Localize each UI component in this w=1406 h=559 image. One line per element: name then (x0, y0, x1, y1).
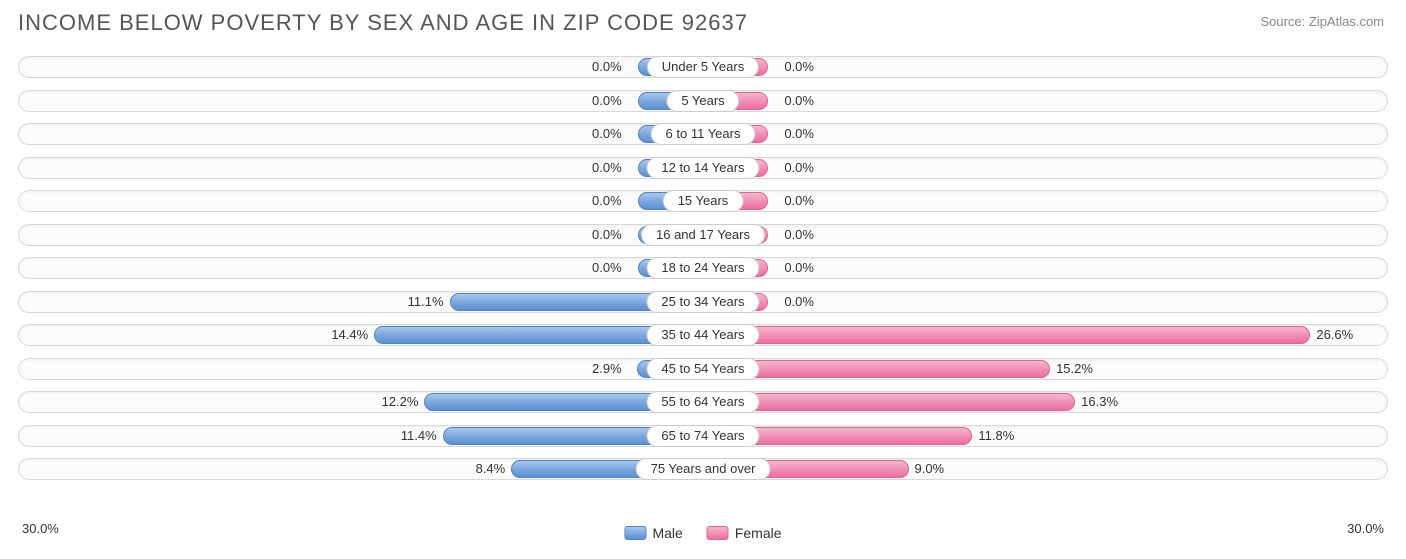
category-label: 55 to 64 Years (646, 391, 759, 413)
chart-row: 12 to 14 Years 0.0% 0.0% (18, 153, 1388, 184)
female-swatch-icon (707, 526, 729, 540)
chart-row: 18 to 24 Years 0.0% 0.0% (18, 253, 1388, 284)
female-bar (703, 326, 1310, 344)
male-value-label: 8.4% (476, 458, 506, 480)
chart-row: 35 to 44 Years 14.4% 26.6% (18, 320, 1388, 351)
female-value-label: 16.3% (1081, 391, 1118, 413)
male-swatch-icon (624, 526, 646, 540)
legend-female: Female (707, 525, 782, 541)
male-value-label: 0.0% (592, 224, 622, 246)
female-value-label: 0.0% (784, 123, 814, 145)
male-value-label: 0.0% (592, 56, 622, 78)
chart-row: 6 to 11 Years 0.0% 0.0% (18, 119, 1388, 150)
female-value-label: 0.0% (784, 56, 814, 78)
chart-row: 75 Years and over 8.4% 9.0% (18, 454, 1388, 485)
chart-row: 5 Years 0.0% 0.0% (18, 86, 1388, 117)
male-value-label: 11.1% (408, 291, 444, 313)
chart-row: 16 and 17 Years 0.0% 0.0% (18, 220, 1388, 251)
legend-female-label: Female (735, 525, 782, 541)
legend-male: Male (624, 525, 682, 541)
female-value-label: 11.8% (978, 425, 1014, 447)
chart-row: 65 to 74 Years 11.4% 11.8% (18, 421, 1388, 452)
chart-area: Under 5 Years0.0%0.0%5 Years0.0%0.0%6 to… (18, 52, 1388, 517)
category-label: 45 to 54 Years (646, 358, 759, 380)
female-value-label: 0.0% (784, 257, 814, 279)
axis-left-max: 30.0% (22, 521, 59, 536)
chart-row: 45 to 54 Years 2.9% 15.2% (18, 354, 1388, 385)
female-value-label: 0.0% (784, 224, 814, 246)
female-value-label: 15.2% (1056, 358, 1093, 380)
female-value-label: 26.6% (1316, 324, 1353, 346)
category-label: 16 and 17 Years (641, 224, 765, 246)
male-value-label: 0.0% (592, 157, 622, 179)
chart-row: Under 5 Years 0.0% 0.0% (18, 52, 1388, 83)
legend-male-label: Male (652, 525, 682, 541)
category-label: 25 to 34 Years (646, 291, 759, 313)
category-label: 12 to 14 Years (646, 157, 759, 179)
female-value-label: 0.0% (784, 190, 814, 212)
male-value-label: 11.4% (401, 425, 437, 447)
source-attribution: Source: ZipAtlas.com (1260, 14, 1384, 29)
chart-row: 25 to 34 Years 11.1% 0.0% (18, 287, 1388, 318)
category-label: 65 to 74 Years (646, 425, 759, 447)
male-value-label: 0.0% (592, 123, 622, 145)
category-label: 6 to 11 Years (651, 123, 756, 145)
chart-row: 15 Years 0.0% 0.0% (18, 186, 1388, 217)
male-value-label: 0.0% (592, 257, 622, 279)
category-label: Under 5 Years (647, 56, 759, 78)
male-value-label: 2.9% (592, 358, 622, 380)
male-value-label: 14.4% (331, 324, 368, 346)
category-label: 5 Years (666, 90, 739, 112)
male-value-label: 12.2% (382, 391, 419, 413)
female-value-label: 0.0% (784, 291, 814, 313)
chart-row: 55 to 64 Years 12.2% 16.3% (18, 387, 1388, 418)
category-label: 15 Years (663, 190, 744, 212)
category-label: 75 Years and over (636, 458, 771, 480)
category-label: 18 to 24 Years (646, 257, 759, 279)
male-value-label: 0.0% (592, 190, 622, 212)
male-value-label: 0.0% (592, 90, 622, 112)
category-label: 35 to 44 Years (646, 324, 759, 346)
female-value-label: 0.0% (784, 157, 814, 179)
female-value-label: 0.0% (784, 90, 814, 112)
chart-title: INCOME BELOW POVERTY BY SEX AND AGE IN Z… (18, 10, 748, 36)
legend: Male Female (624, 525, 781, 541)
axis-right-max: 30.0% (1347, 521, 1384, 536)
female-value-label: 9.0% (914, 458, 944, 480)
